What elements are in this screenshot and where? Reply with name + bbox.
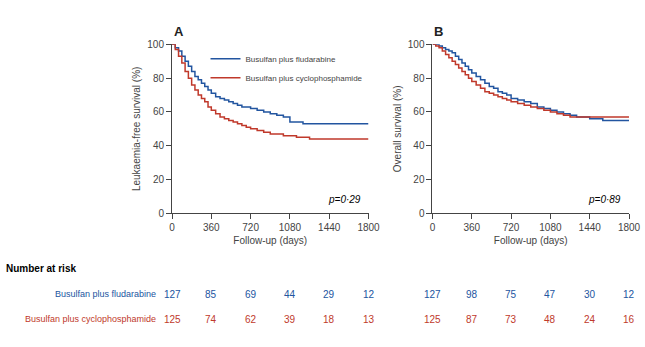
svg-text:125: 125	[164, 314, 181, 325]
svg-text:29: 29	[323, 289, 335, 300]
svg-text:127: 127	[164, 289, 181, 300]
svg-text:60: 60	[413, 106, 425, 117]
svg-text:85: 85	[205, 289, 217, 300]
svg-text:80: 80	[413, 73, 425, 84]
svg-text:40: 40	[413, 140, 425, 151]
svg-text:47: 47	[544, 289, 556, 300]
svg-text:100: 100	[147, 39, 164, 50]
svg-text:100: 100	[408, 39, 425, 50]
svg-text:Follow-up (days): Follow-up (days)	[233, 235, 307, 246]
svg-text:1080: 1080	[539, 222, 562, 233]
svg-text:87: 87	[466, 314, 478, 325]
svg-text:44: 44	[284, 289, 296, 300]
svg-text:125: 125	[424, 314, 441, 325]
svg-text:16: 16	[623, 314, 635, 325]
svg-text:Busulfan plus fludarabine: Busulfan plus fludarabine	[246, 55, 336, 64]
svg-text:0: 0	[158, 208, 164, 219]
svg-text:720: 720	[242, 222, 259, 233]
svg-text:20: 20	[153, 174, 165, 185]
svg-text:48: 48	[544, 314, 556, 325]
svg-text:1800: 1800	[357, 222, 380, 233]
svg-text:Busulfan plus cyclophosphamide: Busulfan plus cyclophosphamide	[25, 314, 156, 324]
svg-text:p=0·29: p=0·29	[328, 194, 361, 205]
svg-text:24: 24	[584, 314, 596, 325]
svg-text:127: 127	[424, 289, 441, 300]
svg-text:40: 40	[153, 140, 165, 151]
svg-text:39: 39	[284, 314, 296, 325]
svg-text:360: 360	[203, 222, 220, 233]
svg-text:30: 30	[584, 289, 596, 300]
svg-text:720: 720	[503, 222, 520, 233]
svg-text:1440: 1440	[318, 222, 341, 233]
svg-text:Busulfan plus fludarabine: Busulfan plus fludarabine	[55, 289, 156, 299]
svg-text:80: 80	[153, 73, 165, 84]
svg-text:0: 0	[430, 222, 436, 233]
svg-text:73: 73	[505, 314, 517, 325]
svg-text:0: 0	[419, 208, 425, 219]
svg-text:20: 20	[413, 174, 425, 185]
svg-text:74: 74	[205, 314, 217, 325]
svg-text:1440: 1440	[579, 222, 602, 233]
svg-text:1080: 1080	[279, 222, 302, 233]
svg-text:1800: 1800	[618, 222, 641, 233]
svg-text:Busulfan plus cyclophosphamide: Busulfan plus cyclophosphamide	[246, 74, 363, 83]
svg-text:60: 60	[153, 106, 165, 117]
svg-text:p=0·89: p=0·89	[588, 194, 621, 205]
svg-text:12: 12	[623, 289, 635, 300]
svg-text:B: B	[434, 24, 443, 39]
svg-text:13: 13	[363, 314, 375, 325]
svg-text:0: 0	[169, 222, 175, 233]
svg-text:Leukaemia-free survival (%): Leukaemia-free survival (%)	[131, 67, 142, 192]
svg-text:75: 75	[505, 289, 517, 300]
svg-text:98: 98	[466, 289, 478, 300]
svg-text:360: 360	[463, 222, 480, 233]
svg-text:Overall survival (%): Overall survival (%)	[392, 86, 403, 173]
svg-text:Follow-up (days): Follow-up (days)	[494, 235, 568, 246]
svg-text:18: 18	[323, 314, 335, 325]
svg-text:Number at risk: Number at risk	[6, 263, 76, 274]
svg-text:62: 62	[245, 314, 257, 325]
svg-text:69: 69	[245, 289, 257, 300]
svg-text:12: 12	[363, 289, 375, 300]
svg-text:A: A	[174, 24, 184, 39]
